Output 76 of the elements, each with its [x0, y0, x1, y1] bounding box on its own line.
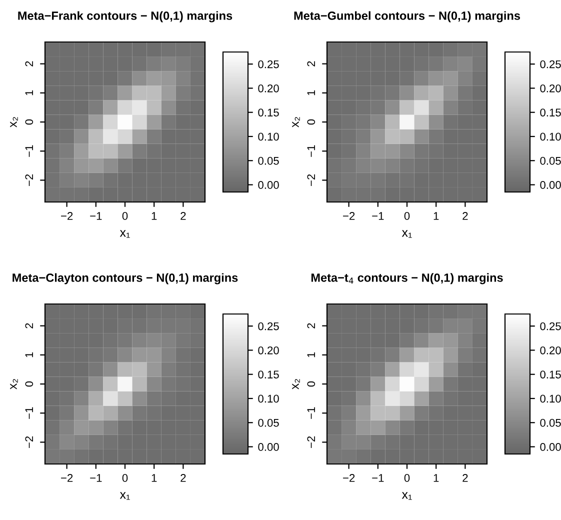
color-bar-label: 0.05 [258, 156, 279, 165]
x-axis-title: x₁ [402, 492, 412, 500]
x-tick-label: −1 [372, 474, 384, 482]
y-tick-label: 0 [25, 381, 34, 387]
color-bar-label: 0.20 [540, 346, 561, 354]
x-tick-label: 2 [462, 474, 468, 482]
color-bar-label: 0.00 [258, 181, 279, 189]
color-bar-label: 0.10 [258, 394, 279, 403]
chart-title: Meta−t$_{4}$ contours − N(0,1) margins [311, 273, 503, 284]
y-tick-label: 1 [25, 352, 33, 358]
y-tick-label: 1 [25, 90, 33, 96]
x-tick-label: −2 [343, 474, 355, 482]
y-tick-label: 2 [25, 323, 33, 328]
chart-title: Meta−Clayton contours − N(0,1) margins [12, 273, 238, 284]
y-tick-label: −2 [307, 436, 315, 448]
x-tick-label: 2 [180, 212, 186, 220]
x-tick-label: 0 [404, 474, 410, 482]
color-bar-label: 0.20 [258, 346, 279, 354]
color-bar-label: 0.20 [258, 84, 279, 92]
x-tick-label: −2 [61, 474, 73, 482]
x-tick-label: −2 [343, 212, 355, 220]
color-bar-label: 0.25 [540, 322, 561, 330]
x-tick-label: 0 [404, 212, 410, 220]
color-bar-label: 0.05 [540, 156, 561, 165]
y-tick-label: −1 [307, 407, 315, 419]
color-bar-label: 0.00 [540, 181, 561, 189]
color-bar-label: 0.15 [540, 370, 561, 378]
x-tick-label: −1 [90, 474, 102, 482]
color-bar-label: 0.10 [258, 132, 279, 141]
y-tick-label: −1 [307, 145, 315, 157]
y-tick-label: 2 [307, 323, 315, 328]
x-tick-label: 2 [462, 212, 468, 220]
color-bar-label: 0.05 [540, 418, 561, 427]
y-tick-label: 2 [307, 61, 315, 66]
x-tick-label: −1 [90, 212, 102, 220]
x-tick-label: 1 [434, 474, 439, 482]
color-bar-label: 0.10 [540, 132, 561, 141]
color-bar-label: 0.05 [258, 418, 279, 427]
x-axis-title: x₁ [402, 230, 412, 238]
y-tick-label: 0 [307, 119, 316, 125]
y-tick-label: 1 [307, 352, 315, 358]
x-axis-title: x₁ [120, 492, 130, 500]
color-bar-label: 0.15 [258, 370, 279, 378]
color-bar-label: 0.25 [258, 60, 279, 68]
y-tick-label: −2 [307, 174, 315, 186]
color-bar-label: 0.20 [540, 84, 561, 92]
x-tick-label: −2 [61, 212, 73, 220]
y-tick-label: 1 [307, 90, 315, 96]
color-bar-label: 0.00 [540, 443, 561, 451]
x-tick-label: 0 [122, 212, 128, 220]
x-tick-label: 1 [152, 212, 157, 220]
y-axis-title: x₂ [10, 117, 18, 128]
chart-title: Meta−Frank contours − N(0,1) margins [18, 11, 232, 22]
y-axis-title: x₂ [292, 379, 300, 390]
y-tick-label: −2 [25, 174, 33, 186]
y-tick-label: 0 [307, 381, 316, 387]
color-bar-label: 0.25 [540, 60, 561, 68]
color-bar-label: 0.25 [258, 322, 279, 330]
color-bar-label: 0.00 [258, 443, 279, 451]
y-tick-label: −1 [25, 407, 33, 419]
color-bar-label: 0.15 [258, 108, 279, 116]
x-tick-label: −1 [372, 212, 384, 220]
y-tick-label: 2 [25, 61, 33, 66]
x-tick-label: 1 [434, 212, 439, 220]
y-axis-title: x₂ [292, 117, 300, 128]
color-bar-label: 0.10 [540, 394, 561, 403]
y-tick-label: −1 [25, 145, 33, 157]
x-tick-label: 1 [152, 474, 157, 482]
y-axis-title: x₂ [10, 379, 18, 390]
x-axis-title: x₁ [120, 230, 130, 238]
x-tick-label: 0 [122, 474, 128, 482]
y-tick-label: −2 [25, 436, 33, 448]
x-tick-label: 2 [180, 474, 186, 482]
color-bar-label: 0.15 [540, 108, 561, 116]
y-tick-label: 0 [25, 119, 34, 125]
chart-title: Meta−Gumbel contours − N(0,1) margins [294, 11, 520, 22]
